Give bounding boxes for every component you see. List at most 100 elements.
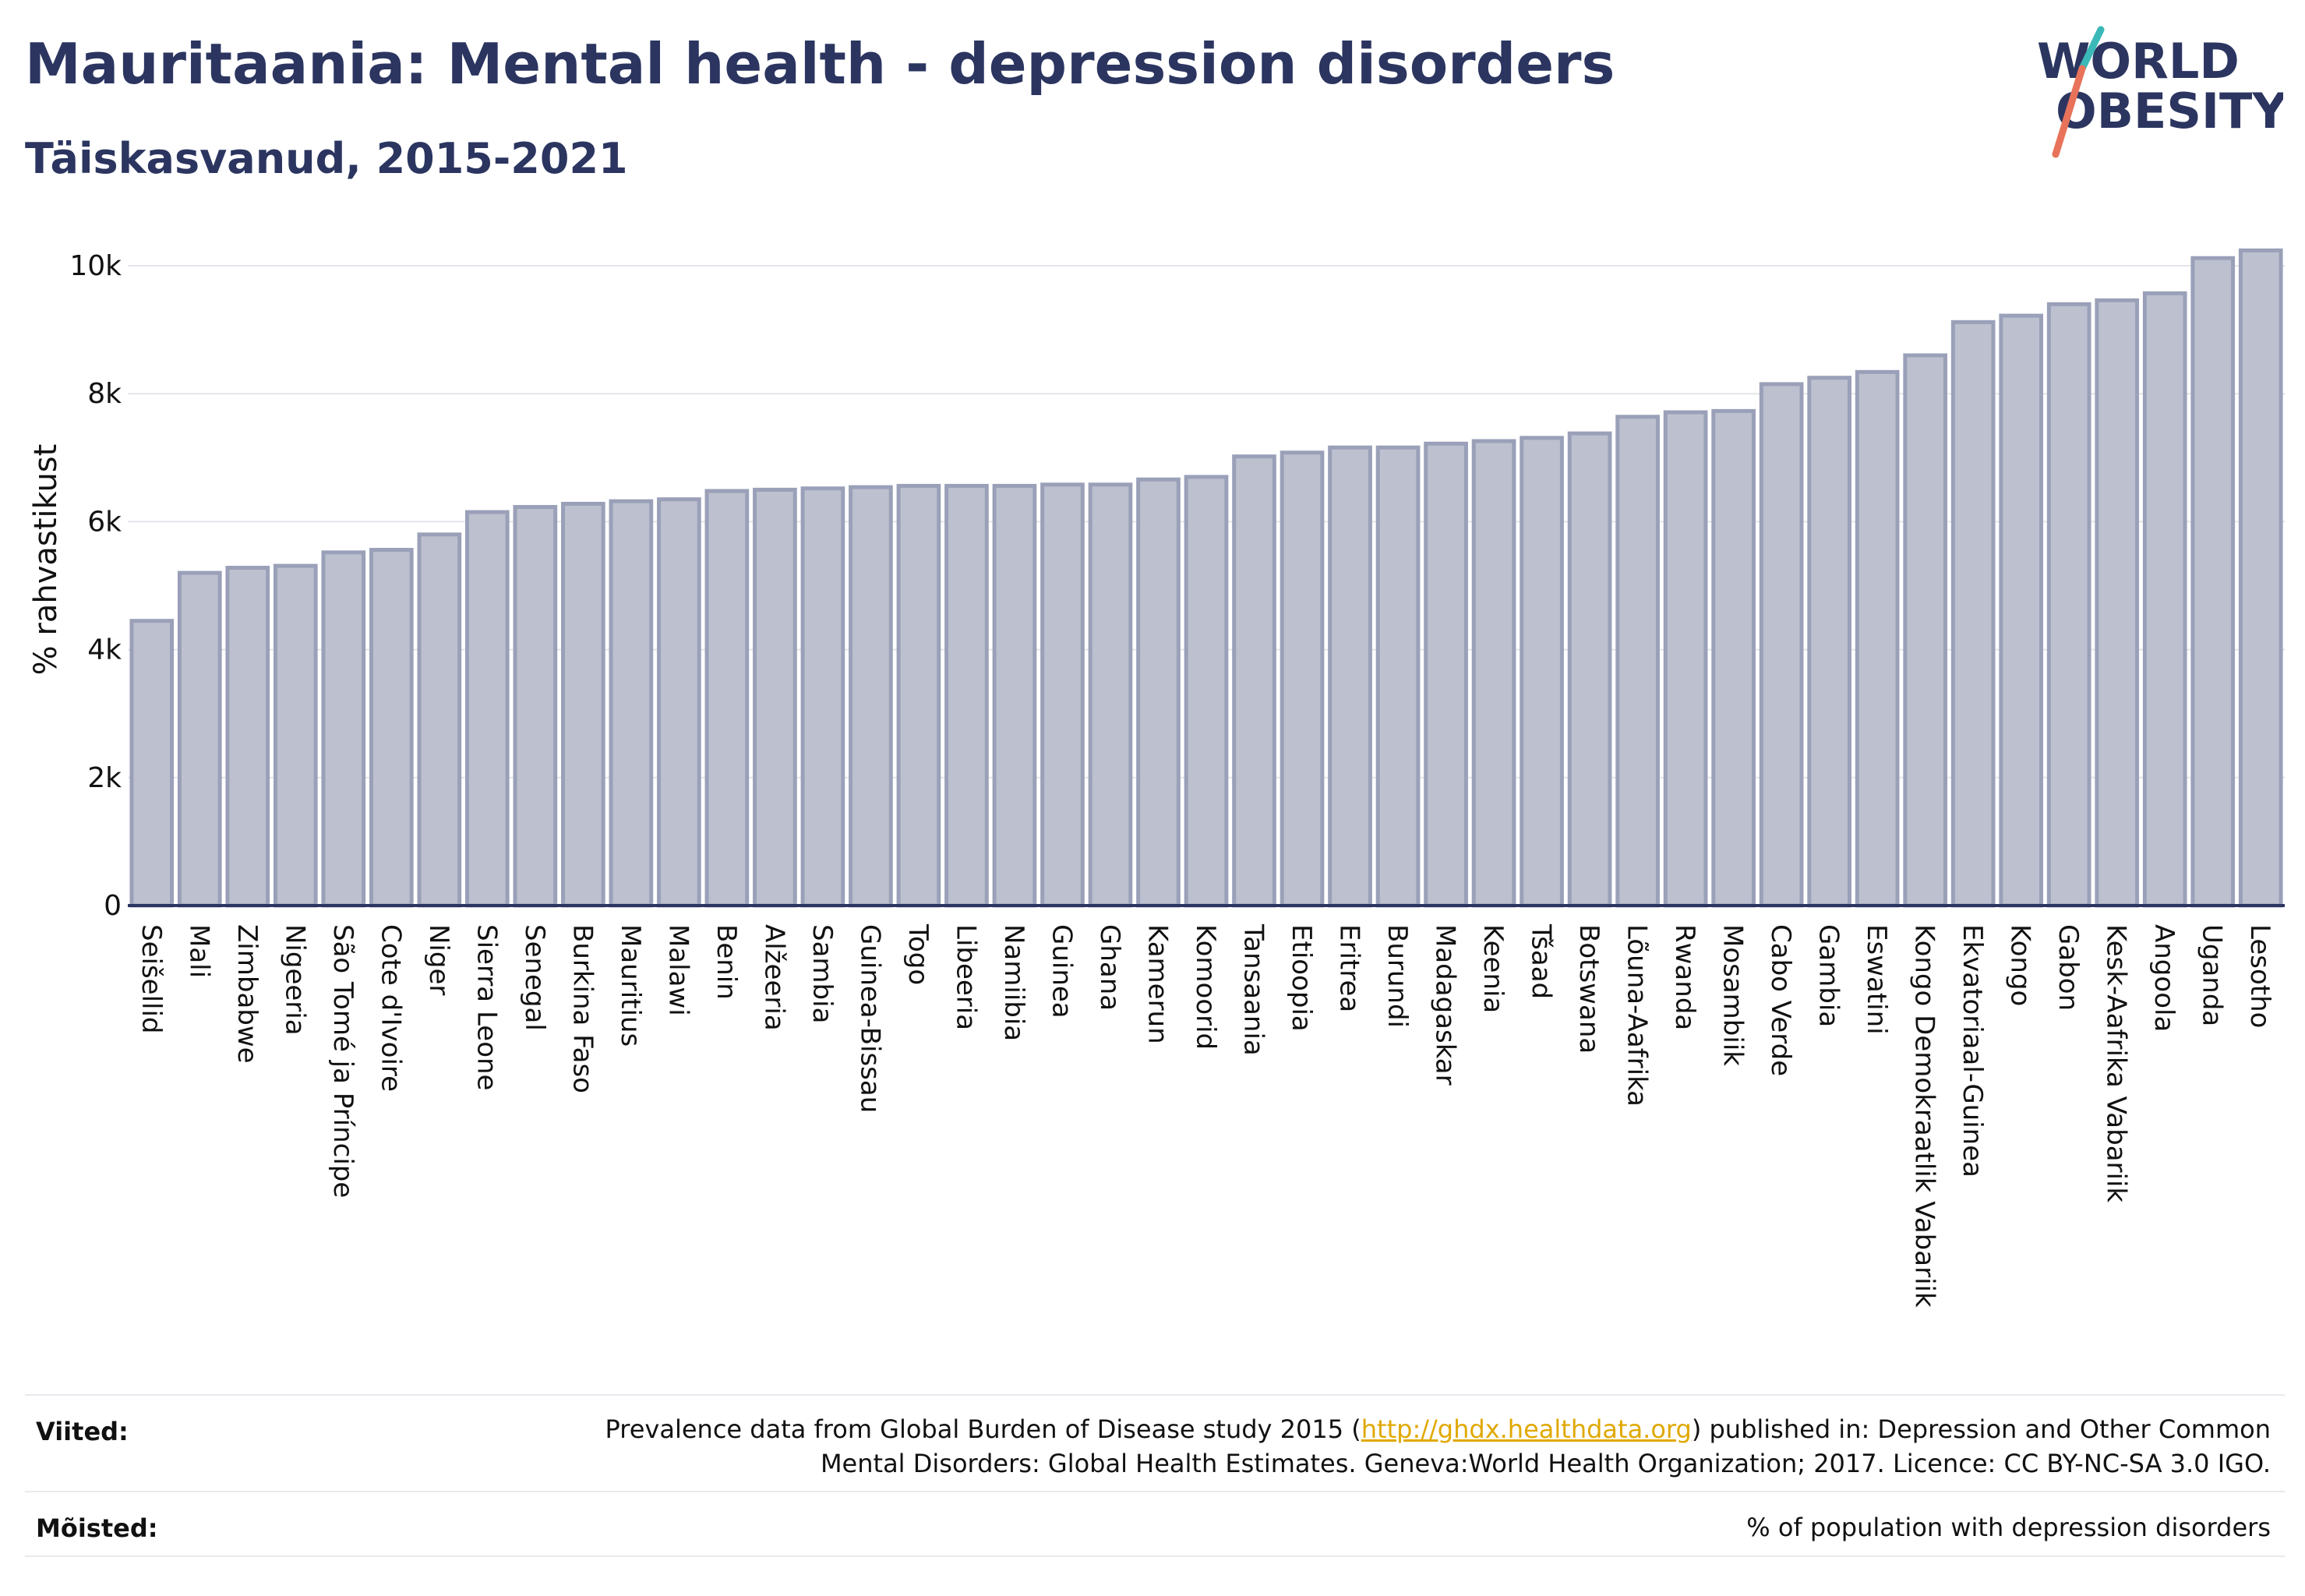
- sources-text-after: ) published in: Depression and Other Com…: [1691, 1414, 2271, 1444]
- x-tick-label: Alžeeria: [758, 924, 789, 1031]
- bar[interactable]: [1280, 450, 1325, 908]
- bar[interactable]: [273, 563, 318, 908]
- x-tick-label: Mali: [183, 924, 214, 978]
- bar[interactable]: [2046, 302, 2091, 908]
- x-tick-label: Angoola: [2148, 924, 2180, 1032]
- x-tick-label: Komoorid: [1190, 924, 1221, 1050]
- bar[interactable]: [1136, 477, 1181, 908]
- x-tick-label: Keenia: [1477, 924, 1509, 1013]
- x-tick-label: Eswatini: [1861, 924, 1892, 1035]
- bar[interactable]: [1807, 376, 1851, 908]
- x-tick-label: Lõuna-Aafrika: [1622, 924, 1653, 1107]
- bar[interactable]: [1088, 482, 1133, 908]
- world-obesity-logo[interactable]: WORLD OBESITY: [2026, 23, 2283, 164]
- x-tick-label: Guinea: [1046, 924, 1077, 1019]
- x-tick-label: Uganda: [2197, 924, 2228, 1026]
- x-tick-label: Mauritius: [615, 924, 646, 1047]
- bar[interactable]: [944, 483, 989, 908]
- x-tick-label: Burkina Faso: [567, 924, 598, 1093]
- bar[interactable]: [1855, 369, 1900, 908]
- y-axis-label: % rahvastikust: [28, 444, 64, 676]
- x-tick-label: Tansaania: [1238, 923, 1269, 1056]
- bar[interactable]: [849, 485, 893, 908]
- bar[interactable]: [657, 497, 701, 908]
- bar[interactable]: [1375, 445, 1421, 908]
- bar[interactable]: [1232, 454, 1276, 908]
- bar[interactable]: [1040, 482, 1085, 908]
- x-tick-label: Senegal: [519, 924, 550, 1031]
- sources-text-line2: Mental Disorders: Global Health Estimate…: [820, 1449, 2271, 1478]
- bar[interactable]: [609, 499, 654, 908]
- x-tick-label: Etioopia: [1286, 924, 1317, 1032]
- x-tick-label: Rwanda: [1669, 924, 1700, 1030]
- y-axis-label-group: % rahvastikust: [28, 444, 64, 676]
- x-tick-label: Mosambiik: [1717, 924, 1749, 1066]
- bar[interactable]: [1950, 320, 1996, 908]
- logo-line2: OBESITY: [2056, 83, 2283, 139]
- x-tick-label: Zimbabwe: [231, 924, 263, 1064]
- x-tick-label: Cabo Verde: [1765, 924, 1796, 1076]
- bar[interactable]: [992, 483, 1037, 908]
- sources-link[interactable]: http://ghdx.healthdata.org: [1361, 1414, 1692, 1444]
- bar[interactable]: [1471, 439, 1516, 908]
- y-tick-label: 2k: [87, 762, 122, 794]
- bar[interactable]: [129, 619, 175, 908]
- bar[interactable]: [369, 548, 414, 908]
- bar[interactable]: [800, 486, 845, 908]
- x-tick-label: Benin: [711, 924, 742, 1000]
- bar[interactable]: [561, 501, 605, 908]
- bar[interactable]: [1615, 415, 1660, 908]
- bar[interactable]: [177, 570, 222, 908]
- bar[interactable]: [1999, 313, 2044, 908]
- x-tick-label: Libeeria: [950, 924, 981, 1030]
- x-tick-label: Madagaskar: [1430, 924, 1461, 1086]
- bar[interactable]: [1711, 408, 1756, 908]
- bar[interactable]: [1663, 410, 1708, 908]
- x-tick-label: Kesk-Aafrika Vabariik: [2101, 924, 2132, 1202]
- bar[interactable]: [1903, 353, 1948, 908]
- bar[interactable]: [513, 505, 558, 908]
- x-tick-label: Burundi: [1382, 924, 1413, 1028]
- x-tick-label: Gabon: [2053, 924, 2084, 1011]
- x-tick-label: Sambia: [807, 924, 838, 1023]
- bar[interactable]: [1567, 431, 1612, 908]
- footer-divider-top: [25, 1394, 2285, 1396]
- bar[interactable]: [1328, 445, 1372, 908]
- x-tick-label: Ghana: [1094, 924, 1125, 1011]
- bar[interactable]: [2095, 298, 2140, 908]
- x-tick-label: Eritrea: [1334, 924, 1365, 1012]
- x-tick-label: Malawi: [662, 924, 694, 1016]
- bar[interactable]: [417, 532, 462, 908]
- y-tick-label: 0: [104, 890, 122, 922]
- x-tick-label: Gambia: [1813, 924, 1844, 1027]
- bar[interactable]: [1759, 382, 1804, 908]
- axes: 0 2k 4k 6k 8k 10k Seišellid Mali Zimbabwe Nigeeri…: [69, 250, 2285, 1308]
- bars: [129, 248, 2283, 908]
- bar[interactable]: [704, 489, 750, 908]
- bar[interactable]: [1520, 436, 1564, 908]
- bar[interactable]: [753, 487, 797, 908]
- logo-line1: WORLD: [2037, 33, 2240, 90]
- x-tick-label: Lesotho: [2244, 924, 2275, 1028]
- x-tick-label: Seišellid: [136, 924, 167, 1034]
- x-tick-label: São Tomé ja Príncipe: [327, 924, 358, 1198]
- bar[interactable]: [2142, 291, 2187, 908]
- y-tick-label: 6k: [87, 506, 122, 538]
- logo-slash-bottom: [2052, 65, 2086, 158]
- bar[interactable]: [464, 510, 510, 908]
- bar[interactable]: [896, 483, 941, 908]
- bar[interactable]: [2238, 248, 2283, 908]
- bar[interactable]: [321, 550, 366, 908]
- x-tick-label: Kongo Demokraatlik Vabariik: [1909, 924, 1940, 1308]
- footer-divider-bottom: [25, 1555, 2285, 1557]
- bar[interactable]: [225, 566, 270, 908]
- x-tick-label: Kamerun: [1142, 924, 1173, 1044]
- x-tick-label: Nigeeria: [279, 924, 310, 1036]
- footer-divider-middle: [25, 1491, 2285, 1492]
- page-subtitle: Täiskasvanud, 2015-2021: [25, 134, 628, 183]
- x-tick-label: Niger: [423, 924, 454, 995]
- bar[interactable]: [1184, 475, 1229, 908]
- bar[interactable]: [2190, 256, 2236, 908]
- bar[interactable]: [1424, 441, 1468, 908]
- x-tick-label: Togo: [902, 923, 934, 985]
